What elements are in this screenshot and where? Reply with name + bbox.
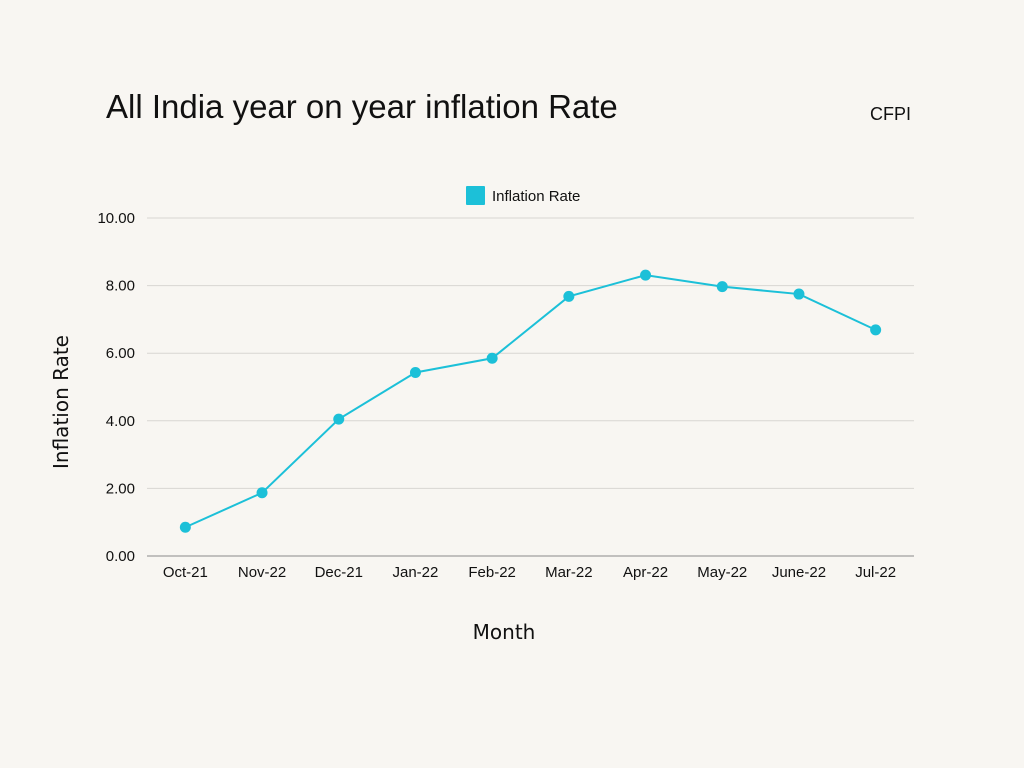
x-tick-label: Oct-21: [163, 564, 208, 581]
x-axis-title: Month: [473, 620, 536, 644]
legend-swatch: [466, 186, 485, 205]
x-tick-label: Apr-22: [623, 564, 668, 581]
x-tick-label: Feb-22: [468, 564, 516, 581]
data-point-jul-22: [870, 324, 882, 336]
x-tick-label: Jan-22: [393, 564, 439, 581]
series-line-inflation-rate: [184, 274, 877, 529]
legend-label: Inflation Rate: [492, 188, 580, 205]
y-tick-label: 0.00: [106, 548, 135, 565]
data-point-may-22: [716, 281, 728, 293]
gridlines: [147, 217, 914, 489]
data-point-apr-22: [640, 269, 652, 281]
x-tick-label: May-22: [697, 564, 747, 581]
data-point-feb-22: [486, 352, 498, 364]
data-point-oct-21: [179, 521, 191, 533]
x-axis-ticks: Oct-21 Nov-22 Dec-21 Jan-22 Feb-22 Mar-22 Apr-…: [163, 564, 896, 581]
y-tick-label: 4.00: [106, 413, 135, 430]
y-tick-label: 2.00: [106, 480, 135, 497]
data-point-mar-22: [563, 290, 575, 302]
legend: Inflation Rate: [466, 186, 580, 205]
x-tick-label: June-22: [772, 564, 826, 581]
series-points: [179, 269, 882, 533]
y-tick-label: 6.00: [106, 345, 135, 362]
y-tick-label: 10.00: [97, 210, 135, 227]
x-tick-label: Dec-21: [315, 564, 363, 581]
data-point-jan-22: [409, 366, 421, 378]
x-tick-label: Jul-22: [855, 564, 896, 581]
y-tick-label: 8.00: [106, 278, 135, 295]
chart-title: All India year on year inflation Rate: [106, 88, 618, 125]
chart-tag: CFPI: [870, 104, 912, 124]
data-point-dec-21: [333, 413, 345, 425]
y-axis-ticks: 0.00 2.00 4.00 6.00 8.00 10.00: [97, 210, 135, 565]
data-point-june-22: [793, 288, 805, 300]
y-axis-title: Inflation Rate: [49, 335, 73, 469]
x-tick-label: Mar-22: [545, 564, 593, 581]
x-tick-label: Nov-22: [238, 564, 286, 581]
data-point-nov-22: [256, 487, 268, 499]
